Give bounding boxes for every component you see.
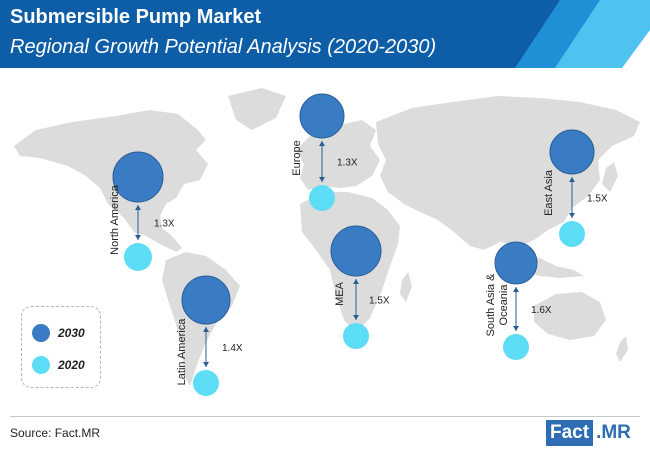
arrow-head-down-north-america	[135, 235, 141, 240]
region-label-europe: Europe	[291, 140, 303, 175]
map-greenland	[228, 88, 286, 130]
legend-2030-dot	[32, 324, 50, 342]
arrow-head-down-east-asia	[569, 213, 575, 218]
map-madagascar	[400, 272, 412, 302]
region-label-north-america: North America	[109, 184, 121, 255]
legend-2020-label: 2020	[58, 358, 85, 372]
bubble-2030-north-america	[112, 151, 164, 203]
arrow-head-up-north-america	[135, 205, 141, 210]
bubble-2020-north-america	[124, 243, 152, 271]
bubble-2030-mea	[330, 225, 382, 277]
footer-divider	[10, 416, 640, 417]
growth-label-europe: 1.3X	[337, 158, 358, 169]
legend-item-2020: 2020	[32, 355, 85, 375]
growth-label-north-america: 1.3X	[154, 219, 175, 230]
bubble-2020-europe	[309, 185, 335, 211]
chart-subtitle: Regional Growth Potential Analysis (2020…	[10, 36, 437, 58]
arrow-head-up-south-asia	[513, 287, 519, 292]
growth-label-latin-america: 1.4X	[222, 343, 243, 354]
arrow-head-down-south-asia	[513, 326, 519, 331]
logo-text-fact: Fact	[546, 420, 594, 446]
map-australia	[534, 292, 606, 340]
map-north-america	[14, 110, 208, 252]
bubble-2030-latin-america	[181, 275, 231, 325]
arrow-head-up-mea	[353, 279, 359, 284]
bubble-layer: 1.3X North America 1.4X Latin America 1.3X Eu…	[109, 93, 608, 396]
header-band-light	[555, 0, 650, 68]
growth-label-south-asia: 1.6X	[531, 305, 552, 316]
world-map-chart: 1.3X North America 1.4X Latin America 1.3X Eu…	[14, 88, 640, 396]
map-asia	[376, 96, 640, 250]
arrow-head-up-latin-america	[203, 327, 209, 332]
chart-title: Submersible Pump Market	[10, 6, 262, 28]
map-new-zealand	[616, 336, 628, 362]
bubble-2020-east-asia	[559, 221, 585, 247]
region-label-south-asia: South Asia &Oceania	[485, 273, 510, 337]
header-banner: Submersible Pump Market Regional Growth …	[0, 0, 650, 78]
legend-2030-label: 2030	[58, 326, 85, 340]
factmr-logo: Fact .MR	[546, 420, 634, 446]
bubble-2030-east-asia	[549, 129, 595, 175]
bubble-2020-latin-america	[193, 370, 219, 396]
arrow-head-up-east-asia	[569, 177, 575, 182]
region-label-latin-america: Latin America	[176, 318, 188, 386]
header-band-dark	[0, 0, 600, 68]
bubble-2030-south-asia	[494, 241, 538, 285]
header-background	[0, 0, 650, 78]
bubble-2020-south-asia	[503, 334, 529, 360]
region-label-east-asia: East Asia	[543, 169, 555, 216]
legend-2020-dot	[32, 356, 50, 374]
bubble-2030-europe	[299, 93, 345, 139]
source-note: Source: Fact.MR	[10, 426, 101, 440]
map-japan	[602, 162, 618, 192]
arrow-head-down-mea	[353, 315, 359, 320]
bubble-2020-mea	[343, 323, 369, 349]
arrow-head-down-latin-america	[203, 362, 209, 367]
logo-text-mr: .MR	[596, 422, 631, 443]
growth-label-mea: 1.5X	[369, 296, 390, 307]
arrow-head-down-europe	[319, 177, 325, 182]
legend-box: 2030 2020	[21, 306, 101, 388]
growth-label-east-asia: 1.5X	[587, 194, 608, 205]
legend-item-2030: 2030	[32, 323, 85, 343]
arrow-head-up-europe	[319, 141, 325, 146]
region-label-mea: MEA	[334, 281, 346, 306]
